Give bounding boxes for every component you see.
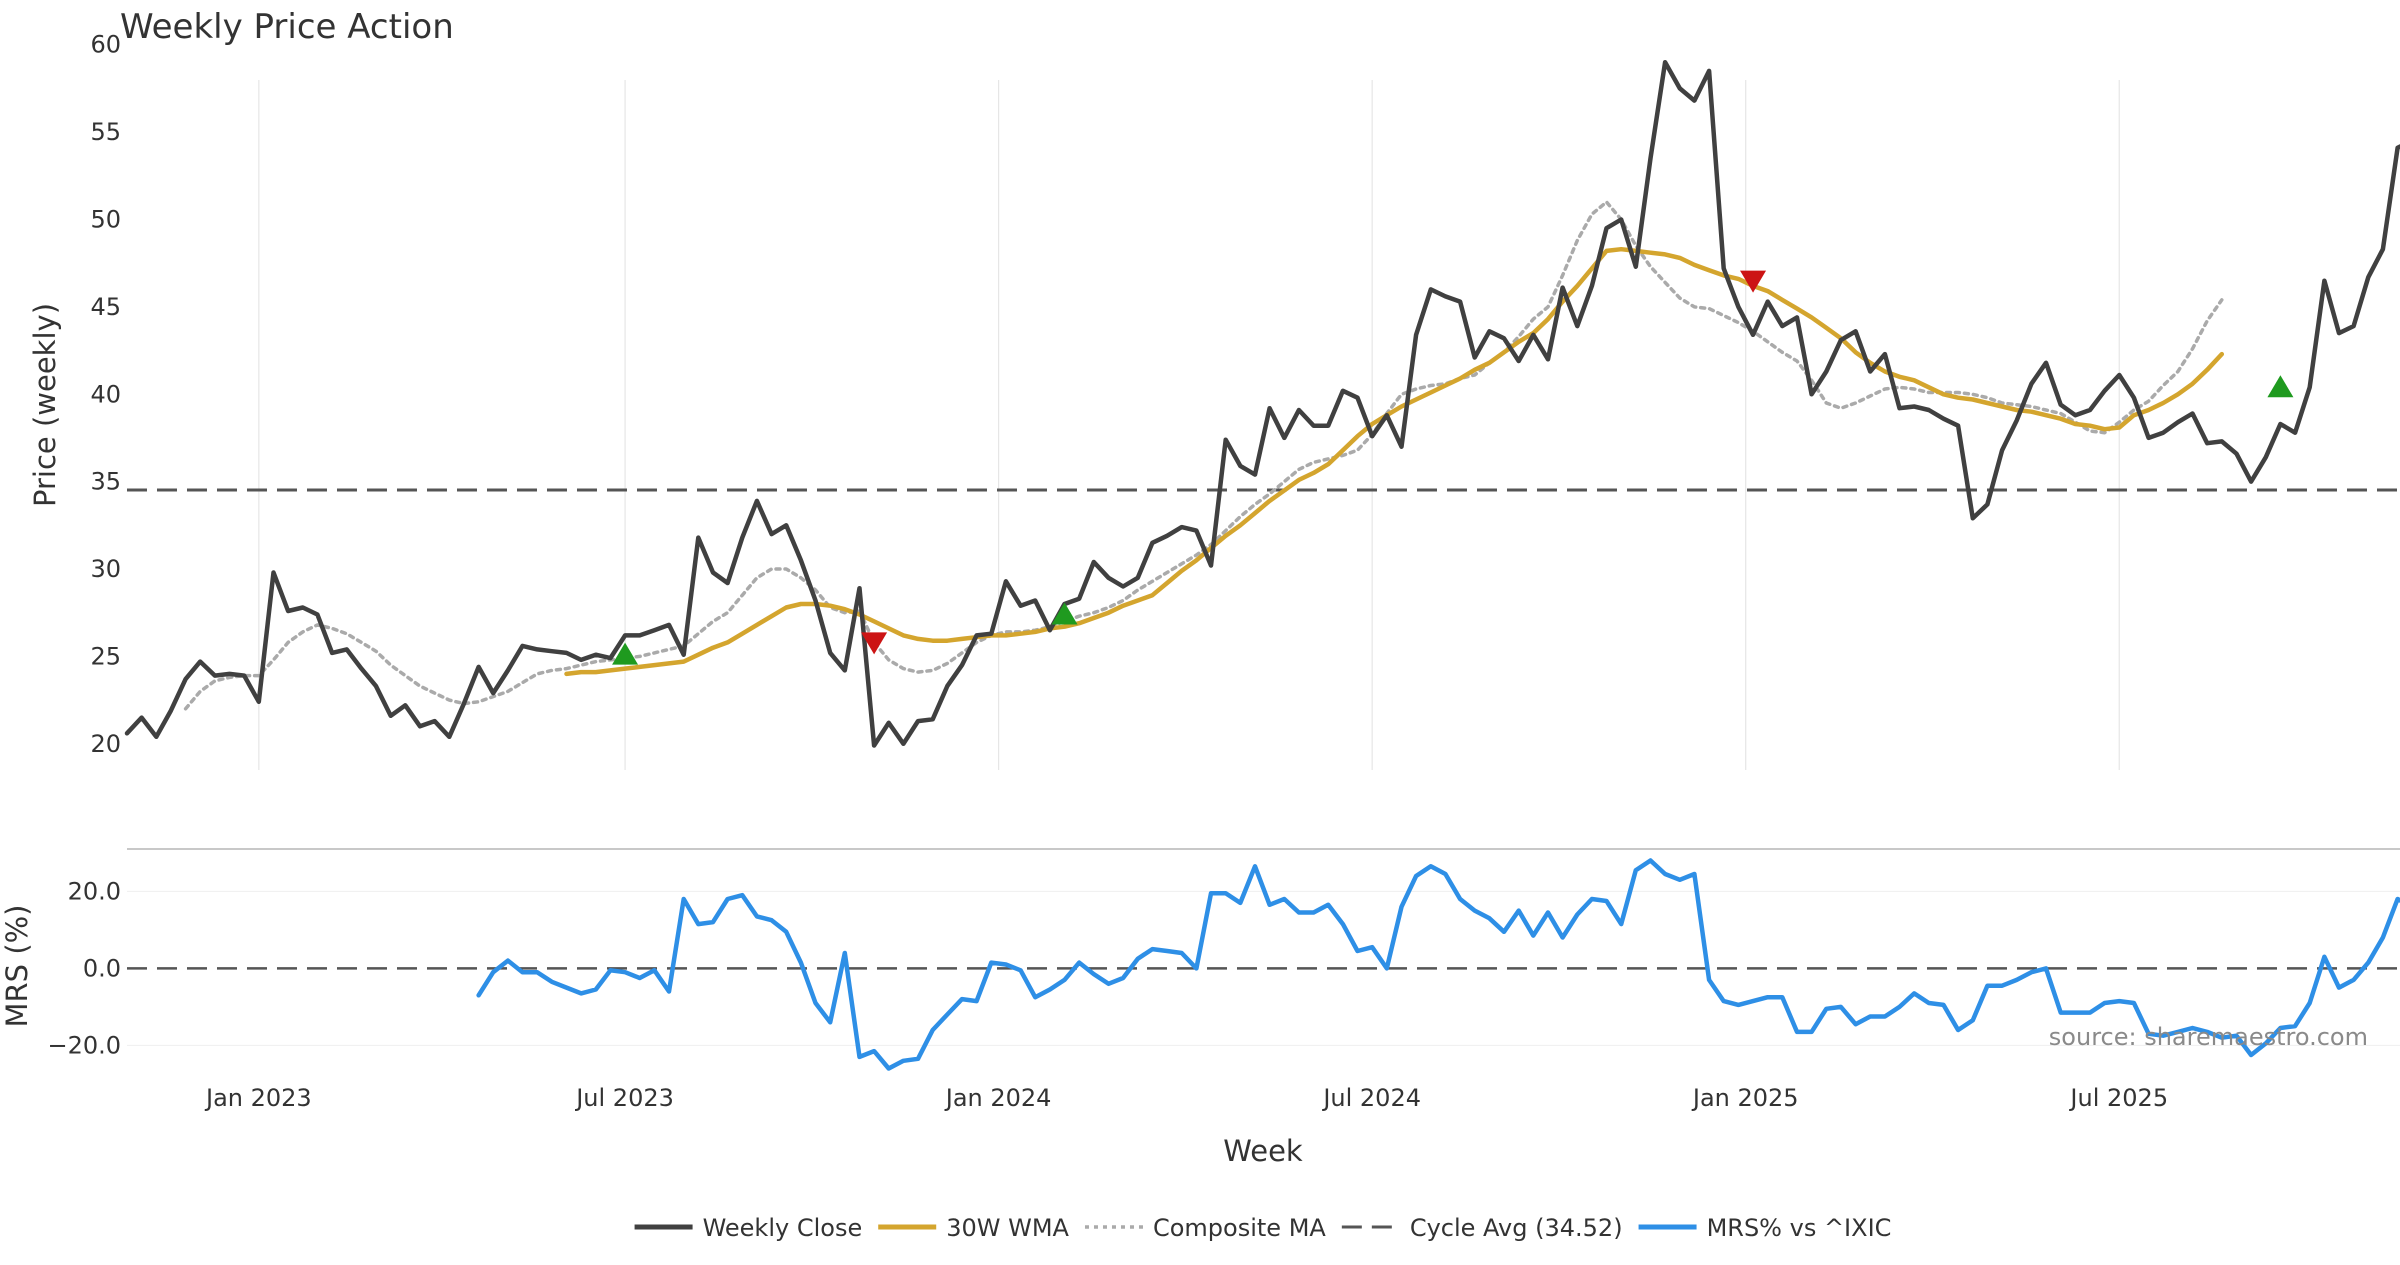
series-weekly-close [124,59,2400,748]
buy-signal-marker-4 [2267,375,2294,398]
mrs-y-tick-0: 20.0 [68,877,121,905]
series-30w-wma [564,246,2225,677]
legend-label-1: 30W WMA [946,1214,1069,1242]
price-y-tick-7: 55 [90,118,121,146]
price-y-tick-1: 25 [90,642,121,670]
buy-signal-marker-0 [612,642,639,665]
mrs-y-tick-1: 0.0 [83,954,121,982]
x-tick-0: Jan 2023 [204,1084,312,1112]
legend-entry-1: 30W WMA [878,1214,1070,1242]
buy-signal-marker-2 [1051,602,1078,625]
price-y-tick-8: 60 [90,31,121,59]
legend-entry-3: Cycle Avg (34.52) [1341,1214,1623,1242]
legend: Weekly Close 30W WMA Composite MA Cycle Avg… [634,1214,1892,1242]
x-axis: Jan 2023 Jul 2023 Jan 2024 Jul 2024 Jan 2025… [204,1084,2168,1112]
sell-signal-marker-3 [1740,270,1767,293]
source-note: source: sharemaestro.com [2049,1023,2368,1051]
mrs-y-axis-label: MRS (%) [0,905,34,1028]
sell-signal-marker-1 [861,632,888,655]
mrs-y-tick-2: −20.0 [47,1031,121,1059]
legend-label-0: Weekly Close [703,1214,863,1242]
x-tick-2: Jan 2024 [944,1084,1052,1112]
legend-label-4: MRS% vs ^IXIC [1707,1214,1892,1242]
chart-title: Weekly Price Action [120,7,454,47]
price-panel [124,59,2400,748]
price-y-tick-0: 20 [90,730,121,758]
price-y-axis: 20 25 30 35 40 45 50 55 60 [90,31,121,758]
price-y-tick-6: 50 [90,205,121,233]
price-y-axis-label: Price (weekly) [28,303,62,507]
mrs-panel [127,858,2400,1071]
price-y-tick-2: 30 [90,555,121,583]
mrs-y-axis: 20.0 0.0 −20.0 [47,877,121,1059]
legend-label-2: Composite MA [1153,1214,1326,1242]
price-y-tick-5: 45 [90,293,121,321]
legend-entry-4: MRS% vs ^IXIC [1638,1214,1892,1242]
x-axis-label: Week [1223,1134,1303,1168]
x-tick-3: Jul 2024 [1321,1084,1421,1112]
price-y-tick-4: 40 [90,380,121,408]
series-mrs [476,858,2400,1071]
legend-label-3: Cycle Avg (34.52) [1410,1214,1623,1242]
legend-entry-0: Weekly Close [634,1214,863,1242]
x-tick-5: Jul 2025 [2068,1084,2168,1112]
price-y-tick-3: 35 [90,468,121,496]
legend-entry-2: Composite MA [1084,1214,1326,1242]
x-tick-1: Jul 2023 [574,1084,674,1112]
x-tick-4: Jan 2025 [1691,1084,1799,1112]
